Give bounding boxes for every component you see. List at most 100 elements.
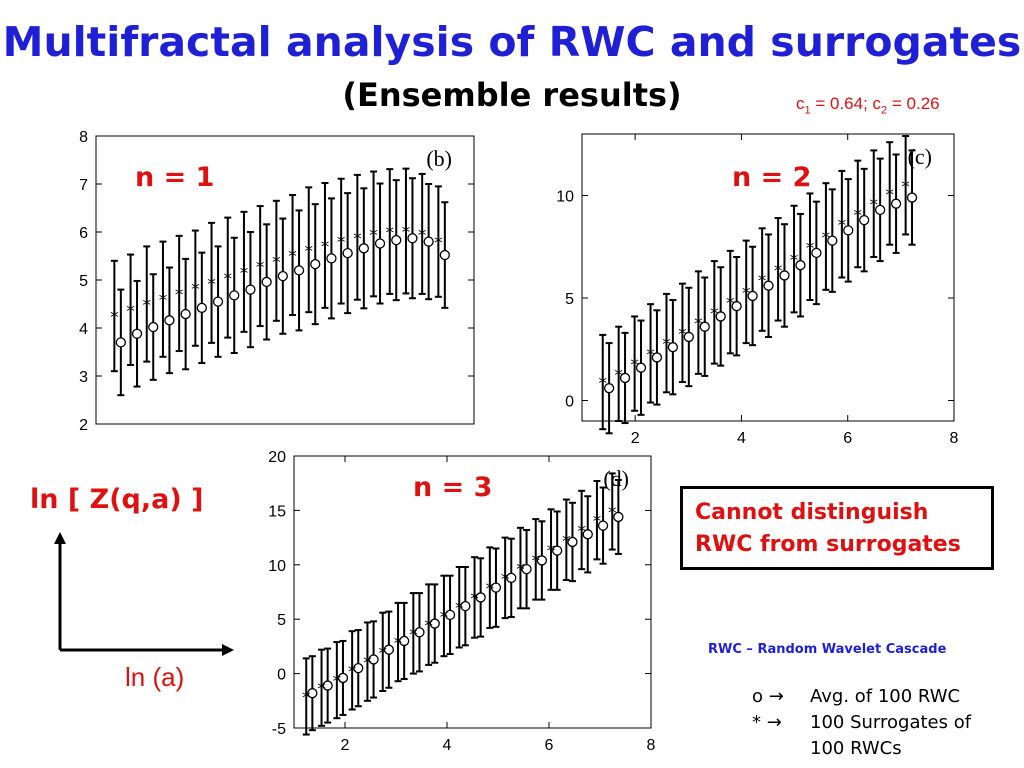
data-point-star: *	[272, 253, 281, 273]
y-tick-label: 5	[565, 291, 574, 308]
data-point-circle	[368, 654, 379, 665]
data-point-star: *	[678, 325, 687, 345]
data-point-star: *	[614, 366, 623, 386]
data-point-circle	[890, 198, 902, 209]
y-tick-label: 5	[79, 273, 88, 290]
slide-subtitle: (Ensemble results)	[342, 76, 682, 114]
data-point-star: *	[333, 672, 342, 692]
data-point-star: *	[562, 532, 571, 552]
legend-circle-text: Avg. of 100 RWC	[810, 686, 961, 707]
y-axis-label: ln [ Z(q,a) ]	[30, 484, 204, 515]
x-tick-label: 8	[950, 430, 959, 447]
legend-star-text: 100 Surrogates of	[810, 712, 972, 733]
data-point-star: *	[409, 625, 418, 645]
data-point-star: *	[885, 185, 894, 205]
y-tick-label: 2	[79, 417, 88, 434]
data-point-star: *	[758, 272, 767, 292]
data-point-star: *	[854, 206, 863, 226]
rwc-footnote: RWC – Random Wavelet Cascade	[708, 642, 947, 657]
data-point-circle	[619, 372, 631, 384]
data-point-star: *	[742, 284, 751, 304]
data-point-star: *	[608, 503, 617, 523]
x-tick-label: 2	[341, 737, 350, 754]
conclusion-box: Cannot distinguish RWC from surrogates	[680, 486, 994, 570]
y-tick-label: -5	[272, 721, 286, 738]
data-point-star: *	[240, 264, 249, 284]
data-point-star: *	[337, 233, 346, 253]
panel-tag: (d)	[603, 466, 629, 491]
chart-n3-label: n = 3	[413, 472, 493, 503]
chart-n2-label: n = 2	[732, 162, 812, 193]
data-point-circle	[603, 383, 615, 394]
data-point-circle	[827, 235, 838, 246]
data-point-star: *	[598, 374, 607, 394]
data-point-circle	[293, 265, 305, 276]
data-point-circle	[399, 635, 410, 647]
data-point-circle	[795, 260, 806, 271]
legend: o → Avg. of 100 RWC * → 100 Surrogates of …	[752, 684, 971, 762]
data-point-star: *	[256, 258, 265, 278]
data-point-circle	[307, 688, 318, 699]
data-point-circle	[582, 529, 593, 540]
data-point-star: *	[901, 177, 910, 197]
data-point-circle	[326, 253, 337, 264]
panel-tag: (b)	[426, 146, 452, 171]
data-point-star: *	[531, 551, 540, 571]
data-point-circle	[429, 618, 440, 629]
data-point-circle	[597, 520, 609, 531]
data-point-star: *	[593, 512, 602, 532]
data-point-circle	[229, 290, 240, 301]
data-point-circle	[322, 680, 333, 691]
data-point-circle	[391, 235, 402, 246]
data-point-circle	[490, 582, 502, 593]
data-point-star: *	[353, 229, 362, 249]
cascade-parameters: c1 = 0.64; c2 = 0.26	[796, 94, 940, 116]
data-point-star: *	[402, 223, 411, 243]
data-point-star: *	[774, 261, 783, 281]
data-point-circle	[651, 352, 663, 363]
data-point-star: *	[577, 522, 586, 542]
data-point-star: *	[159, 291, 168, 311]
legend-circle-row: o → Avg. of 100 RWC	[752, 684, 971, 710]
data-point-circle	[763, 280, 774, 291]
data-point-star: *	[175, 285, 184, 305]
data-point-circle	[635, 362, 647, 373]
data-point-star: *	[486, 580, 495, 600]
conclusion-line-1: Cannot distinguish	[695, 500, 929, 525]
data-point-circle	[196, 302, 207, 313]
series-circles	[307, 478, 624, 732]
data-point-star: *	[710, 304, 719, 324]
y-tick-label: 0	[565, 394, 574, 411]
data-point-circle	[353, 663, 364, 674]
x-tick-label: 6	[843, 430, 852, 447]
data-point-star: *	[321, 237, 330, 257]
data-point-star: *	[378, 644, 387, 664]
y-tick-label: 15	[268, 503, 286, 520]
data-point-circle	[779, 270, 790, 281]
x-tick-label: 8	[647, 737, 656, 754]
y-tick-label: 8	[79, 129, 88, 146]
series-circles	[115, 177, 450, 397]
chart-n1-label: n = 1	[135, 162, 215, 193]
data-point-circle	[342, 247, 353, 259]
data-point-star: *	[646, 345, 655, 365]
legend-star-symbol: * →	[752, 712, 782, 733]
data-point-star: *	[470, 589, 479, 609]
y-tick-label: 4	[79, 321, 88, 338]
data-point-star: *	[822, 229, 831, 249]
data-point-circle	[444, 609, 456, 620]
data-point-circle	[811, 247, 822, 259]
y-tick-label: 5	[277, 612, 286, 629]
data-point-circle	[613, 511, 624, 523]
y-tick-label: 10	[556, 189, 574, 206]
data-point-circle	[859, 214, 870, 226]
slide-title: Multifractal analysis of RWC and surroga…	[2, 18, 1022, 66]
data-point-star: *	[501, 570, 510, 590]
y-tick-label: 0	[277, 667, 286, 684]
data-point-circle	[439, 249, 450, 261]
chart-n3: -5 0 5 10 15 20 2 4 6 8 (d) * * * * * * * * * * * * * * * * * * * * *	[268, 449, 655, 754]
c1-label: c	[796, 94, 805, 113]
data-point-star: *	[369, 226, 378, 246]
data-point-circle	[567, 536, 578, 548]
data-point-circle	[164, 315, 175, 326]
